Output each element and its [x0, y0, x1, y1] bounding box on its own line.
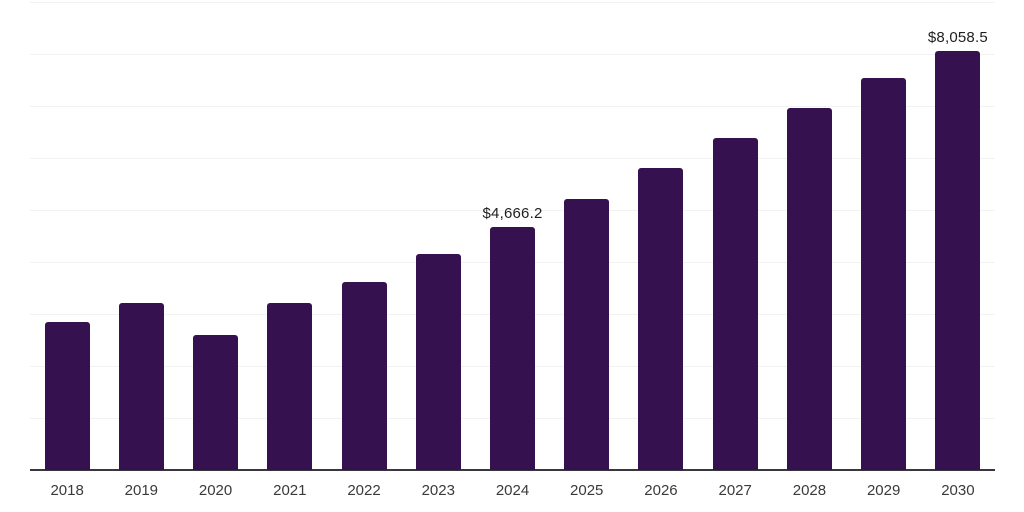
bar-2020 [193, 335, 239, 470]
x-tick-label-2022: 2022 [347, 482, 381, 499]
bar-2025 [564, 198, 610, 470]
bar-2021 [267, 303, 313, 470]
x-tick-label-2020: 2020 [198, 482, 233, 499]
bar-2024 [490, 227, 535, 470]
bar-2030 [935, 50, 981, 470]
bar-2018 [44, 321, 90, 470]
bar-2027 [712, 138, 758, 470]
x-tick-label-2030: 2030 [941, 482, 975, 499]
x-tick-label-2028: 2028 [792, 482, 827, 499]
gridline [30, 210, 995, 211]
x-tick-label-2023: 2023 [421, 482, 455, 499]
x-tick-label-2018: 2018 [50, 482, 84, 499]
x-tick-label-2029: 2029 [866, 482, 901, 499]
x-tick-label-2024: 2024 [495, 482, 530, 499]
bar-2022 [341, 281, 387, 470]
bar-2023 [415, 254, 461, 470]
x-tick-label-2019: 2019 [124, 482, 159, 499]
x-axis-line [30, 469, 995, 471]
x-tick-label-2026: 2026 [644, 482, 678, 499]
gridline [30, 158, 995, 159]
gridline [30, 2, 995, 3]
value-label-2030: $8,058.5 [927, 28, 988, 46]
x-tick-label-2027: 2027 [718, 482, 752, 499]
gridline [30, 54, 995, 55]
plot-area: $4,666.2 $8,058.5 [30, 2, 995, 471]
bar-2029 [861, 78, 907, 470]
x-axis-tick-row: 2018 2019 2020 2021 2022 2023 2024 2025 2026 2027… [30, 480, 995, 502]
x-tick-label-2025: 2025 [570, 482, 604, 499]
gridline [30, 106, 995, 107]
bar-2019 [118, 303, 164, 470]
value-label-2024: $4,666.2 [482, 205, 543, 223]
bar-2026 [638, 168, 684, 470]
bar-2028 [786, 108, 832, 470]
x-tick-label-2021: 2021 [273, 482, 307, 499]
